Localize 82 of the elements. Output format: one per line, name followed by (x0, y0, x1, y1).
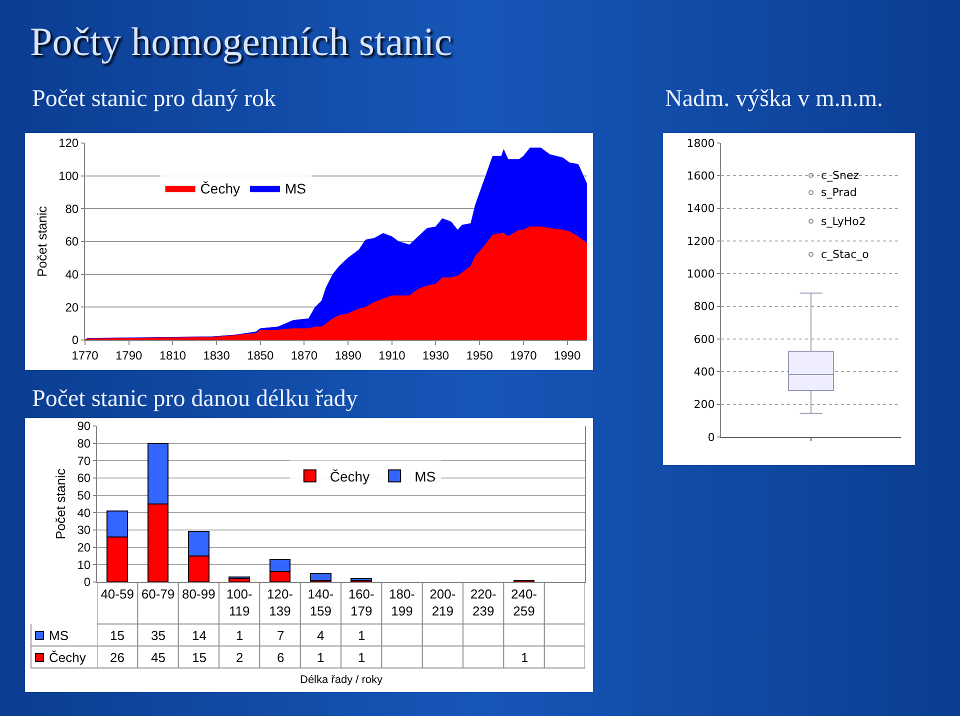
text: MS (49, 628, 68, 643)
chart-title: Nadm. výška v m.n.m. (665, 86, 883, 113)
data-label: 4 (317, 628, 324, 643)
legend-label: Čechy (330, 468, 370, 484)
x-tick-label: 1810 (159, 348, 186, 362)
y-tick-label: 10 (77, 558, 91, 572)
annotation: s_Prad (821, 186, 857, 199)
legend-label: Čechy (200, 180, 240, 197)
x-tick-label: 40-59 (100, 586, 134, 602)
y-tick-label: 80 (77, 436, 91, 451)
annotation: s_LyHo2 (821, 215, 866, 228)
y-tick-label: 120 (58, 136, 79, 150)
legend-label: MS (414, 468, 436, 484)
annotation: c_Snez (821, 169, 860, 182)
data-label: 15 (192, 650, 206, 665)
x-tick-label: 180-199 (388, 586, 416, 618)
x-tick-label: 1990 (554, 348, 581, 362)
y-tick-label: 1400 (686, 202, 715, 216)
data-label: 1 (317, 650, 324, 665)
y-tick-label: 70 (77, 454, 91, 468)
y-tick-label: 400 (694, 366, 715, 379)
data-label: 26 (110, 650, 124, 665)
x-tick-label: 1790 (115, 348, 143, 362)
x-tick-label: 160-179 (348, 586, 374, 618)
x-tick-label: 1970 (510, 348, 538, 362)
text: Čechy (49, 650, 86, 665)
chart-title: Počet stanic pro danou délku řady (32, 386, 358, 413)
y-axis-title: Počet stanic (34, 206, 50, 277)
y-tick-label: 1600 (686, 170, 715, 183)
x-tick-label: 1850 (247, 348, 274, 362)
y-tick-label: 0 (72, 333, 79, 348)
x-tick-label: 80-99 (182, 586, 216, 602)
x-tick-label: 1870 (290, 348, 318, 362)
data-label: 2 (236, 650, 244, 665)
data-label: 1 (358, 628, 366, 643)
x-tick-label: 100-119 (226, 586, 252, 618)
y-tick-label: 600 (694, 332, 715, 346)
y-tick-label: 80 (65, 202, 79, 216)
x-tick-label: 1830 (203, 348, 230, 362)
chart-title: Počty homogenních stanic (30, 18, 452, 65)
y-tick-label: 1000 (686, 268, 715, 281)
y-tick-label: 0 (708, 430, 715, 444)
y-tick-label: 1800 (686, 136, 715, 150)
y-tick-label: 30 (77, 523, 91, 538)
data-label: 14 (192, 628, 206, 643)
x-tick-label: 120-139 (266, 586, 294, 618)
x-tick-label: 1930 (422, 348, 450, 362)
y-tick-label: 100 (58, 169, 79, 184)
y-tick-label: 60 (77, 471, 91, 486)
y-tick-label: 20 (65, 300, 79, 314)
data-label: 7 (277, 628, 284, 643)
y-tick-label: 1200 (686, 234, 715, 248)
data-label: 1 (236, 628, 244, 643)
y-tick-label: 60 (65, 234, 79, 249)
x-tick-label: 1910 (378, 348, 406, 362)
y-tick-label: 50 (77, 488, 91, 503)
y-tick-label: 40 (65, 268, 79, 282)
y-axis-title: Počet stanic (53, 468, 68, 540)
data-label: 15 (110, 628, 124, 643)
y-tick-label: 200 (694, 398, 715, 412)
data-label: 6 (277, 650, 284, 665)
x-axis-title: Délka řady / roky (300, 674, 384, 686)
data-label: 1 (521, 650, 528, 665)
chart-subtitle: Počet stanic pro daný rok (32, 86, 276, 113)
data-label: 45 (151, 650, 166, 665)
x-tick-label: 1770 (72, 348, 99, 362)
x-tick-label: 220-239 (470, 586, 496, 618)
x-tick-label: 200-219 (430, 586, 456, 618)
x-tick-label: 240-259 (510, 586, 538, 618)
x-tick-label: 140-159 (308, 586, 334, 618)
annotation: c_Stac_o (821, 248, 870, 261)
legend-label: MS (284, 180, 306, 197)
y-tick-label: 40 (77, 506, 91, 520)
y-tick-label: 0 (84, 575, 91, 590)
y-tick-label: 90 (77, 419, 91, 434)
y-tick-label: 800 (694, 300, 715, 314)
data-label: 1 (358, 650, 366, 665)
x-tick-label: 1950 (466, 348, 494, 362)
x-tick-label: 60-79 (141, 586, 175, 602)
x-tick-label: 1890 (334, 348, 362, 362)
y-tick-label: 20 (77, 540, 91, 555)
data-label: 35 (151, 628, 166, 643)
